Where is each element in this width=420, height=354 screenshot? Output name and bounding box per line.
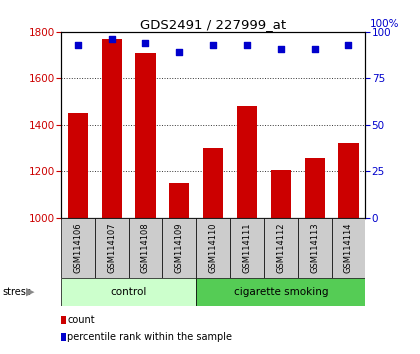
Bar	[304, 159, 325, 218]
Point	[176, 50, 183, 55]
Point	[74, 42, 81, 48]
Point	[278, 46, 284, 51]
Text: GSM114110: GSM114110	[209, 223, 218, 273]
Point	[108, 36, 115, 42]
Bar	[203, 148, 223, 218]
Bar	[95, 218, 129, 278]
Bar	[331, 218, 365, 278]
Bar	[129, 218, 163, 278]
Bar	[298, 218, 331, 278]
Text: count: count	[67, 315, 95, 325]
Bar	[102, 39, 122, 218]
Bar	[196, 218, 230, 278]
Point	[311, 46, 318, 51]
Bar	[339, 143, 359, 218]
Point	[210, 42, 217, 48]
Bar	[61, 278, 196, 306]
Bar	[230, 218, 264, 278]
Bar	[163, 218, 196, 278]
Text: GSM114108: GSM114108	[141, 222, 150, 273]
Point	[244, 42, 250, 48]
Text: GSM114106: GSM114106	[74, 222, 82, 273]
Text: stress: stress	[2, 287, 31, 297]
Text: GSM114112: GSM114112	[276, 223, 285, 273]
Bar	[135, 53, 156, 218]
Text: cigarette smoking: cigarette smoking	[234, 287, 328, 297]
Point	[142, 40, 149, 46]
Text: GSM114107: GSM114107	[107, 222, 116, 273]
Text: GSM114114: GSM114114	[344, 223, 353, 273]
Text: GSM114109: GSM114109	[175, 223, 184, 273]
Text: percentile rank within the sample: percentile rank within the sample	[67, 332, 232, 342]
Text: ▶: ▶	[26, 287, 34, 297]
Bar	[237, 106, 257, 218]
Text: GSM114113: GSM114113	[310, 222, 319, 273]
Title: GDS2491 / 227999_at: GDS2491 / 227999_at	[140, 18, 286, 31]
Point	[345, 42, 352, 48]
Text: 100%: 100%	[370, 19, 399, 29]
Bar	[196, 278, 365, 306]
Bar	[61, 218, 95, 278]
Bar	[169, 183, 189, 218]
Bar	[68, 113, 88, 218]
Bar	[264, 218, 298, 278]
Text: GSM114111: GSM114111	[242, 223, 252, 273]
Text: control: control	[110, 287, 147, 297]
Bar	[270, 170, 291, 218]
